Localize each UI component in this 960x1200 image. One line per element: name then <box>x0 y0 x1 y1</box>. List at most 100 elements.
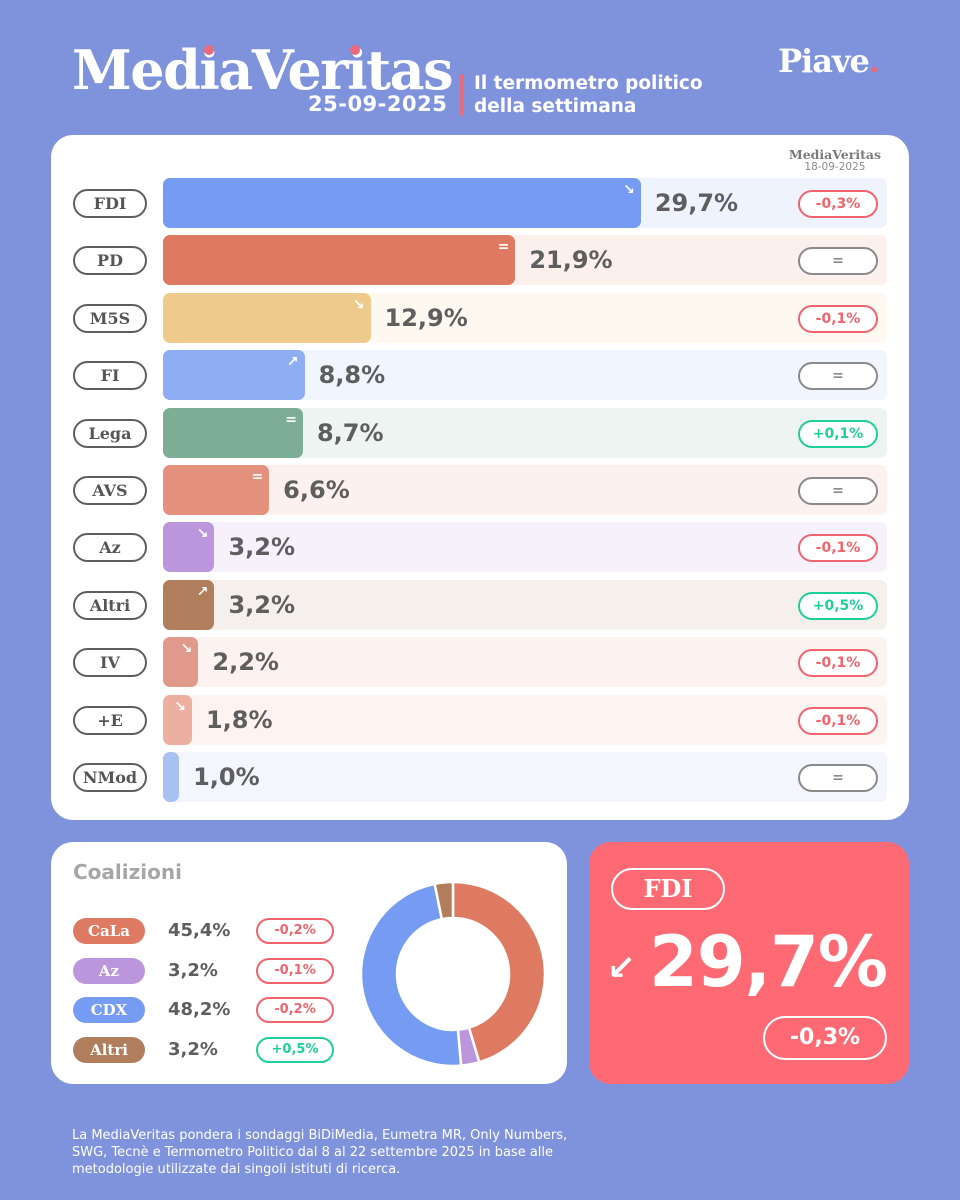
brand-dot-2 <box>350 45 360 55</box>
bar-track <box>163 637 887 688</box>
bar-value-label: 12,9% <box>384 303 468 332</box>
coalitions-donut-chart <box>359 880 547 1068</box>
delta-badge: = <box>798 362 878 391</box>
party-label: PD <box>73 246 147 276</box>
highlight-value: 29,7% <box>649 921 888 1003</box>
coalitions-card: Coalizioni CaLa 45,4% -0,2% Az 3,2% -0,1% CDX 4… <box>51 842 567 1084</box>
brand-title: MediaVeritas <box>72 38 454 102</box>
coalition-value: 48,2% <box>168 999 231 1020</box>
party-row: AVS = 6,6% = <box>73 465 887 515</box>
bar: = <box>163 235 516 286</box>
delta-badge: -0,3% <box>798 190 878 218</box>
coalition-row: CaLa 45,4% -0,2% <box>73 918 373 944</box>
coalition-value: 45,4% <box>168 920 231 941</box>
footnote: La MediaVeritas pondera i sondaggi BiDiM… <box>72 1128 568 1177</box>
party-label: AVS <box>73 476 147 505</box>
party-row: M5S ↘ 12,9% -0,1% <box>73 292 887 343</box>
bar-value-label: 8,8% <box>318 361 386 390</box>
bar-value-label: 6,6% <box>283 476 350 504</box>
issue-date: 25-09-2025 <box>308 92 448 116</box>
party-row: FI ↗ 8,8% = <box>73 350 887 401</box>
arrow-down-right-icon: ↘ <box>352 296 365 313</box>
coalition-delta: +0,5% <box>256 1036 334 1063</box>
party-label: +E <box>73 705 147 735</box>
delta-badge: -0,1% <box>798 706 878 735</box>
bar-track <box>163 694 887 745</box>
bar-value-label: 8,7% <box>316 418 384 447</box>
party-row: Az ↘ 3,2% -0,1% <box>73 522 887 573</box>
delta-badge: -0,1% <box>798 304 878 333</box>
equals-icon: = <box>251 469 264 485</box>
bar-track <box>163 579 887 630</box>
bar-track <box>163 752 887 802</box>
coalition-label: Az <box>73 957 145 984</box>
donut-slice <box>359 882 463 1068</box>
arrow-down-right-icon: ↘ <box>174 698 186 715</box>
delta-badge: = <box>798 477 878 505</box>
piave-logo-text: Piave <box>778 42 870 80</box>
bar-value-label: 3,2% <box>228 533 296 562</box>
delta-badge: = <box>798 247 878 276</box>
brand-dot-1 <box>204 45 214 55</box>
bar: ↗ <box>163 579 215 630</box>
coalition-row: CDX 48,2% -0,2% <box>73 997 373 1023</box>
coalition-value: 3,2% <box>168 1038 218 1060</box>
bar-value-label: 3,2% <box>228 590 296 619</box>
coalition-row: Altri 3,2% +0,5% <box>73 1036 373 1063</box>
party-label: FI <box>73 361 147 391</box>
party-row: Lega = 8,7% +0,1% <box>73 407 887 458</box>
bar: ↘ <box>163 178 641 228</box>
bar-track <box>163 465 887 515</box>
coalition-label: CaLa <box>73 918 145 944</box>
party-row: FDI ↘ 29,7% -0,3% <box>73 178 887 228</box>
bar: ↘ <box>163 694 192 745</box>
highlight-party: FDI <box>611 868 725 910</box>
coalition-row: Az 3,2% -0,1% <box>73 957 373 984</box>
arrow-down-right-icon: ↘ <box>196 526 209 543</box>
bar-value-label: 2,2% <box>212 648 279 677</box>
bar-value-label: 29,7% <box>654 189 739 217</box>
delta-badge: = <box>798 764 878 792</box>
bar: = <box>163 465 270 515</box>
party-label: IV <box>73 648 147 678</box>
bar: ↘ <box>163 637 199 688</box>
reference-title: MediaVeritas <box>788 147 881 162</box>
reference-label: MediaVeritas 18-09-2025 <box>789 148 881 174</box>
bar-track <box>163 522 887 573</box>
donut-slice <box>433 880 455 921</box>
bar <box>163 752 180 802</box>
highlight-card: FDI ↙ 29,7% -0,3% <box>589 842 909 1084</box>
reference-date: 18-09-2025 <box>804 161 866 173</box>
party-row: +E ↘ 1,8% -0,1% <box>73 694 887 745</box>
party-row: Altri ↗ 3,2% +0,5% <box>73 579 887 630</box>
equals-icon: = <box>497 239 510 256</box>
coalition-delta: -0,2% <box>256 997 334 1023</box>
bar-value-label: 21,9% <box>529 246 613 275</box>
tagline-line-1: Il termometro politico <box>474 73 703 94</box>
arrow-up-right-icon: ↗ <box>286 354 299 371</box>
coalition-label: CDX <box>73 997 145 1023</box>
party-row: IV ↘ 2,2% -0,1% <box>73 637 887 688</box>
bar: ↘ <box>163 522 215 573</box>
party-label: FDI <box>73 189 147 218</box>
header-divider <box>460 74 463 116</box>
arrow-down-left-icon: ↙ <box>607 948 636 988</box>
delta-badge: -0,1% <box>798 534 878 563</box>
party-label: M5S <box>73 303 147 333</box>
party-row: NMod 1,0% = <box>73 752 887 802</box>
equals-icon: = <box>285 411 297 428</box>
bar-value-label: 1,8% <box>205 705 273 734</box>
arrow-down-right-icon: ↘ <box>180 641 193 658</box>
bar: ↘ <box>163 292 371 343</box>
coalition-delta: -0,2% <box>256 918 334 944</box>
party-label: Az <box>73 533 147 563</box>
tagline: Il termometro politico della settimana <box>474 72 703 118</box>
delta-badge: +0,1% <box>798 419 878 448</box>
tagline-line-2: della settimana <box>474 96 637 117</box>
piave-logo-dot: . <box>868 42 880 80</box>
bar: = <box>163 407 303 458</box>
arrow-down-right-icon: ↘ <box>623 182 635 198</box>
arrow-up-right-icon: ↗ <box>196 583 209 600</box>
delta-badge: +0,5% <box>798 591 878 620</box>
bar-value-label: 1,0% <box>193 763 260 791</box>
